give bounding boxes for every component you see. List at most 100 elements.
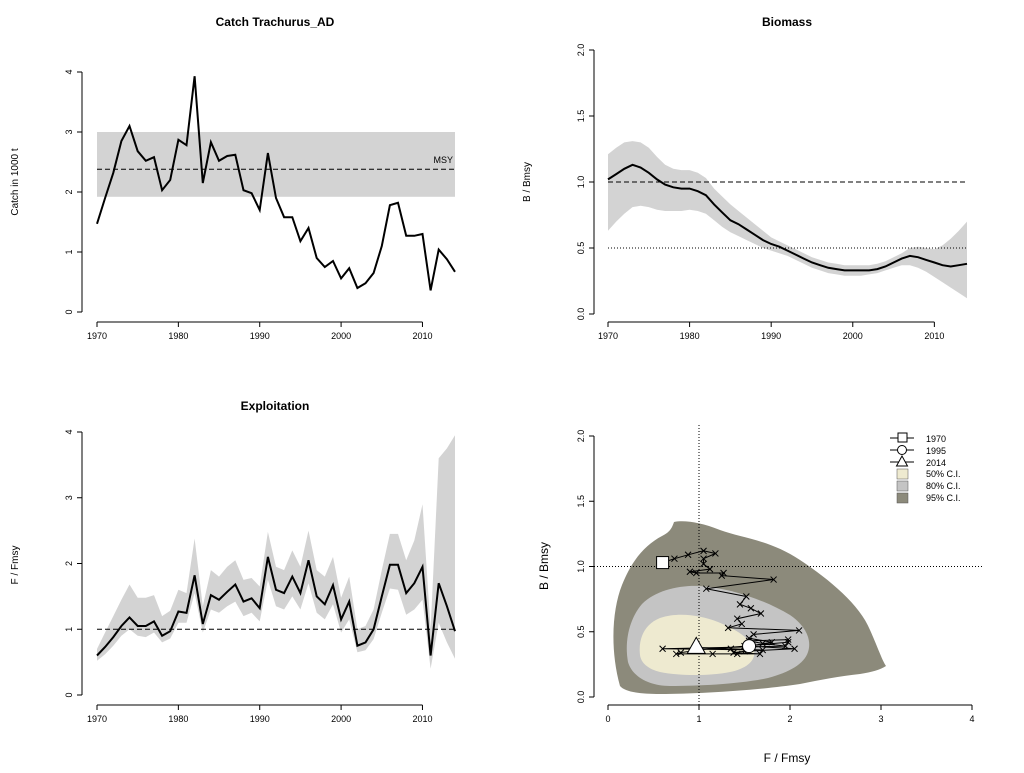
trajectory-point [659,645,666,653]
exploitation-y-tick-label: 3 [64,495,74,500]
trajectory-point [671,555,678,563]
trajectory-point [727,645,735,653]
exploitation-title: Exploitation [241,399,310,413]
exploitation-y-axis-label: F / Fmsy [10,546,21,585]
catch-x-tick-label: 1970 [87,331,107,341]
exploitation-y-tick-label: 1 [64,627,74,632]
legend-ci50-label: 50% C.I. [926,469,961,479]
catch-y-tick-label: 2 [64,189,74,194]
trajectory-point [692,569,700,577]
legend-1970-label: 1970 [926,434,946,444]
trajectory-point [702,585,710,593]
legend-2014-label: 2014 [926,458,946,468]
phase-x-tick-label: 1 [696,714,701,724]
phase-panel: 0 1 2 3 4 0.0 0.5 1.0 1.5 2.0 F / Fmsy B / Bmsy 1… [537,425,982,765]
trajectory-point [724,624,732,632]
exploitation-ci-band [97,435,455,669]
trajectory-point [756,650,764,658]
exploitation-y-tick-label: 0 [64,692,74,697]
legend-ci50-swatch [896,468,909,480]
catch-msy-band [97,132,455,197]
biomass-x-tick-label: 1980 [680,331,700,341]
biomass-x-tick-label: 1970 [598,331,618,341]
phase-x-axis-label: F / Fmsy [764,751,811,765]
exploitation-x-tick-label: 2000 [331,714,351,724]
biomass-ci-band [608,141,967,299]
biomass-x-tick-label: 2000 [843,331,863,341]
biomass-axes: 1970 1980 1990 2000 2010 0.0 0.5 1.0 1.5 2.0 [576,44,944,341]
catch-y-axis-label: Catch in 1000 t [10,148,21,215]
catch-y-tick-label: 4 [64,69,74,74]
phase-y-tick-label: 1.0 [576,560,586,573]
catch-x-tick-label: 1980 [168,331,188,341]
phase-axes: 0 1 2 3 4 0.0 0.5 1.0 1.5 2.0 [576,430,975,724]
biomass-y-tick-label: 0.0 [576,308,586,321]
trajectory-point [782,642,789,650]
trajectory-point [733,650,741,658]
catch-y-tick-label: 0 [64,309,74,314]
catch-x-tick-label: 2000 [331,331,351,341]
phase-x-tick-label: 2 [787,714,792,724]
trajectory-point [784,638,792,646]
trajectory-point [738,620,746,628]
legend-ci95-label: 95% C.I. [926,493,961,503]
biomass-y-tick-label: 1.5 [576,110,586,123]
exploitation-y-tick-label: 2 [64,561,74,566]
marker-1995-circle [742,639,757,654]
trajectory-point [759,646,767,654]
biomass-series-line [607,163,968,272]
trajectory-point [706,565,714,573]
trajectory-point [768,638,776,646]
exploitation-x-tick-label: 1990 [250,714,270,724]
marker-1970-square [656,556,670,570]
phase-y-tick-label: 0.0 [576,691,586,704]
trajectory-point [677,649,685,656]
legend-1995-label: 1995 [926,446,946,456]
trajectory-point [795,627,803,634]
trajectory-point [712,550,719,557]
trajectory-point [718,572,726,579]
catch-title: Catch Trachurus_AD [216,15,335,29]
trajectory-point [700,555,707,563]
catch-series-line [96,76,456,291]
trajectory-point [672,650,680,658]
catch-msy-annotation: MSY [433,155,453,165]
legend-ci80-swatch [896,480,909,492]
exploitation-series-line [96,556,456,657]
phase-y-tick-label: 1.5 [576,495,586,508]
trajectory-point [784,636,792,643]
catch-x-tick-label: 2010 [412,331,432,341]
trajectory-point [747,604,755,612]
biomass-panel: 1970 1980 1990 2000 2010 0.0 0.5 1.0 1.5 2.0 Biom… [522,15,968,341]
trajectory-point [736,600,744,608]
trajectory-point [686,568,694,576]
exploitation-x-tick-label: 1980 [168,714,188,724]
phase-y-axis-label: B / Bmsy [537,542,551,590]
trajectory-point [730,649,737,656]
exploitation-x-tick-label: 2010 [412,714,432,724]
catch-y-tick-label: 3 [64,129,74,134]
phase-x-tick-label: 3 [878,714,883,724]
phase-year-markers [656,556,757,654]
trajectory-point [759,640,767,647]
biomass-x-tick-label: 2010 [924,331,944,341]
trajectory-point [700,560,707,568]
legend-ci80-label: 80% C.I. [926,481,961,491]
trajectory-point [791,645,798,653]
catch-y-tick-label: 1 [64,249,74,254]
phase-x-tick-label: 4 [969,714,974,724]
biomass-y-tick-label: 2.0 [576,44,586,57]
trajectory-point [742,593,750,600]
legend-circle-icon [897,445,907,455]
phase-legend: 1970 1995 2014 50% C.I. 80% C.I. 95% C.I… [890,432,961,504]
exploitation-y-tick-label: 4 [64,429,74,434]
trajectory-point [770,576,777,583]
biomass-y-tick-label: 1.0 [576,176,586,189]
trajectory-point [709,650,717,658]
biomass-y-tick-label: 0.5 [576,242,586,255]
marker-2014-triangle [686,636,707,654]
legend-square-icon [897,432,908,443]
trajectory-point [684,551,692,559]
